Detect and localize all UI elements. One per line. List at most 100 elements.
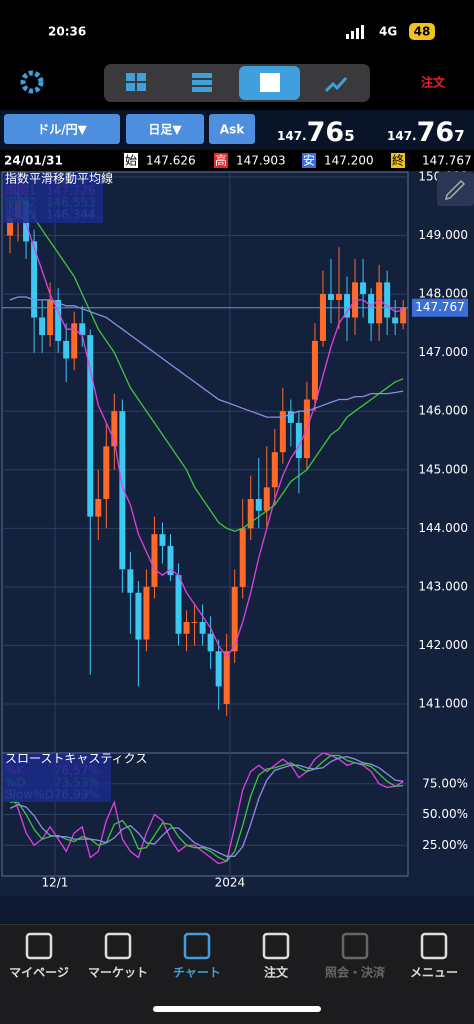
candle-body bbox=[239, 528, 246, 587]
nav-label[interactable]: チャート bbox=[173, 966, 221, 980]
high-badge bbox=[214, 153, 228, 168]
grid-icon[interactable] bbox=[126, 73, 146, 91]
series-line bbox=[9, 756, 404, 857]
period-button[interactable] bbox=[126, 114, 204, 144]
candle-body bbox=[119, 411, 126, 570]
candle-body bbox=[167, 545, 174, 576]
ask: 147.767 bbox=[387, 117, 465, 148]
clock: 20:36 bbox=[48, 25, 86, 39]
y-tick-label: 149.000 bbox=[418, 228, 468, 242]
y-tick-label: 144.000 bbox=[418, 521, 468, 535]
y-tick-label: 141.000 bbox=[418, 696, 468, 710]
candle-body bbox=[255, 499, 262, 511]
candle-body bbox=[215, 651, 222, 687]
nav-label[interactable]: マイページ bbox=[9, 966, 69, 980]
nav-label[interactable]: 照会・決済 bbox=[325, 965, 386, 980]
y-tick-label: 50.00% bbox=[422, 807, 468, 821]
candle-body bbox=[39, 317, 46, 336]
trend-icon[interactable] bbox=[324, 76, 348, 93]
high-value: 147.903 bbox=[236, 154, 286, 168]
open-value: 147.626 bbox=[146, 154, 196, 168]
ma-legend bbox=[3, 173, 103, 223]
candle-body bbox=[384, 282, 391, 318]
candle-body bbox=[263, 487, 270, 511]
candle-body bbox=[400, 307, 407, 324]
candle-body bbox=[183, 622, 190, 634]
candle-body bbox=[111, 411, 118, 447]
candle-body bbox=[392, 317, 399, 324]
candle-body bbox=[271, 452, 278, 488]
close-label: 終 bbox=[392, 153, 404, 168]
nav-icon[interactable] bbox=[183, 932, 211, 960]
nav-icon[interactable] bbox=[420, 932, 448, 960]
candle-body bbox=[151, 534, 158, 587]
network: 4G bbox=[379, 25, 397, 39]
low-badge bbox=[302, 153, 316, 168]
pair-button[interactable] bbox=[4, 114, 120, 144]
candle-body bbox=[95, 499, 102, 517]
battery-level: 48 bbox=[414, 25, 431, 39]
candle-body bbox=[31, 241, 38, 318]
candle-body bbox=[360, 282, 367, 295]
stoch-legend bbox=[3, 754, 111, 802]
candle-body bbox=[175, 575, 182, 634]
battery bbox=[409, 23, 435, 40]
candle-body bbox=[71, 323, 78, 359]
bid: 147.765 bbox=[277, 117, 355, 148]
candle-body bbox=[319, 294, 326, 341]
period[interactable]: 日足▼ bbox=[148, 123, 182, 137]
open-label: 始 bbox=[125, 154, 137, 168]
high-label: 高 bbox=[215, 153, 227, 168]
y-tick-label: 146.000 bbox=[418, 404, 468, 418]
candle-body bbox=[287, 411, 294, 423]
settings-icon[interactable] bbox=[20, 70, 44, 94]
home-indicator bbox=[153, 1006, 321, 1012]
series-line bbox=[10, 754, 404, 862]
signal bbox=[346, 25, 364, 39]
y-tick-label: 25.00% bbox=[422, 838, 468, 852]
pen-icon bbox=[444, 179, 466, 201]
candle-body bbox=[87, 335, 94, 517]
candle-body bbox=[47, 299, 54, 336]
candle-body bbox=[335, 294, 342, 300]
candle-body bbox=[199, 622, 206, 634]
order-button[interactable]: 注文 bbox=[421, 75, 446, 90]
candle-body bbox=[279, 411, 286, 453]
side-button[interactable] bbox=[209, 114, 255, 144]
list-icon[interactable] bbox=[192, 73, 212, 92]
nav-icon[interactable] bbox=[262, 932, 290, 960]
nav-icon[interactable] bbox=[341, 932, 369, 960]
candle-body bbox=[191, 622, 198, 624]
candle-body bbox=[135, 592, 142, 640]
side[interactable]: Ask bbox=[220, 123, 245, 137]
candle-body bbox=[376, 282, 383, 324]
last-price-label: 147.767 bbox=[415, 300, 465, 314]
draw-tool[interactable] bbox=[437, 172, 474, 206]
candle-body bbox=[368, 294, 375, 324]
candle-body bbox=[207, 633, 214, 652]
chart-footer bbox=[0, 896, 474, 924]
nav-icon[interactable] bbox=[25, 932, 53, 960]
nav-label[interactable]: マーケット bbox=[88, 966, 148, 980]
candle-body bbox=[344, 294, 351, 318]
y-tick-label: 143.000 bbox=[418, 579, 468, 593]
y-tick-label: 142.000 bbox=[418, 638, 468, 652]
candle-body bbox=[103, 446, 110, 500]
nav-label[interactable]: メニュー bbox=[410, 966, 458, 980]
pair[interactable]: ドル/円▼ bbox=[37, 123, 87, 137]
x-tick-label: 2024 bbox=[215, 876, 246, 890]
nav-label[interactable]: 注文 bbox=[264, 965, 289, 980]
x-tick-label: 12/1 bbox=[41, 876, 68, 890]
series-line bbox=[9, 205, 404, 659]
last-price-tag bbox=[412, 298, 468, 317]
y-tick-label: 145.000 bbox=[418, 462, 468, 476]
candle-body bbox=[63, 340, 70, 359]
candle-body bbox=[7, 217, 14, 236]
candle-body bbox=[231, 586, 238, 652]
view-switch bbox=[104, 64, 370, 102]
candle-body bbox=[311, 340, 318, 400]
close-value: 147.767 bbox=[422, 154, 472, 168]
nav-icon[interactable] bbox=[104, 932, 132, 960]
candle-body bbox=[55, 299, 62, 341]
